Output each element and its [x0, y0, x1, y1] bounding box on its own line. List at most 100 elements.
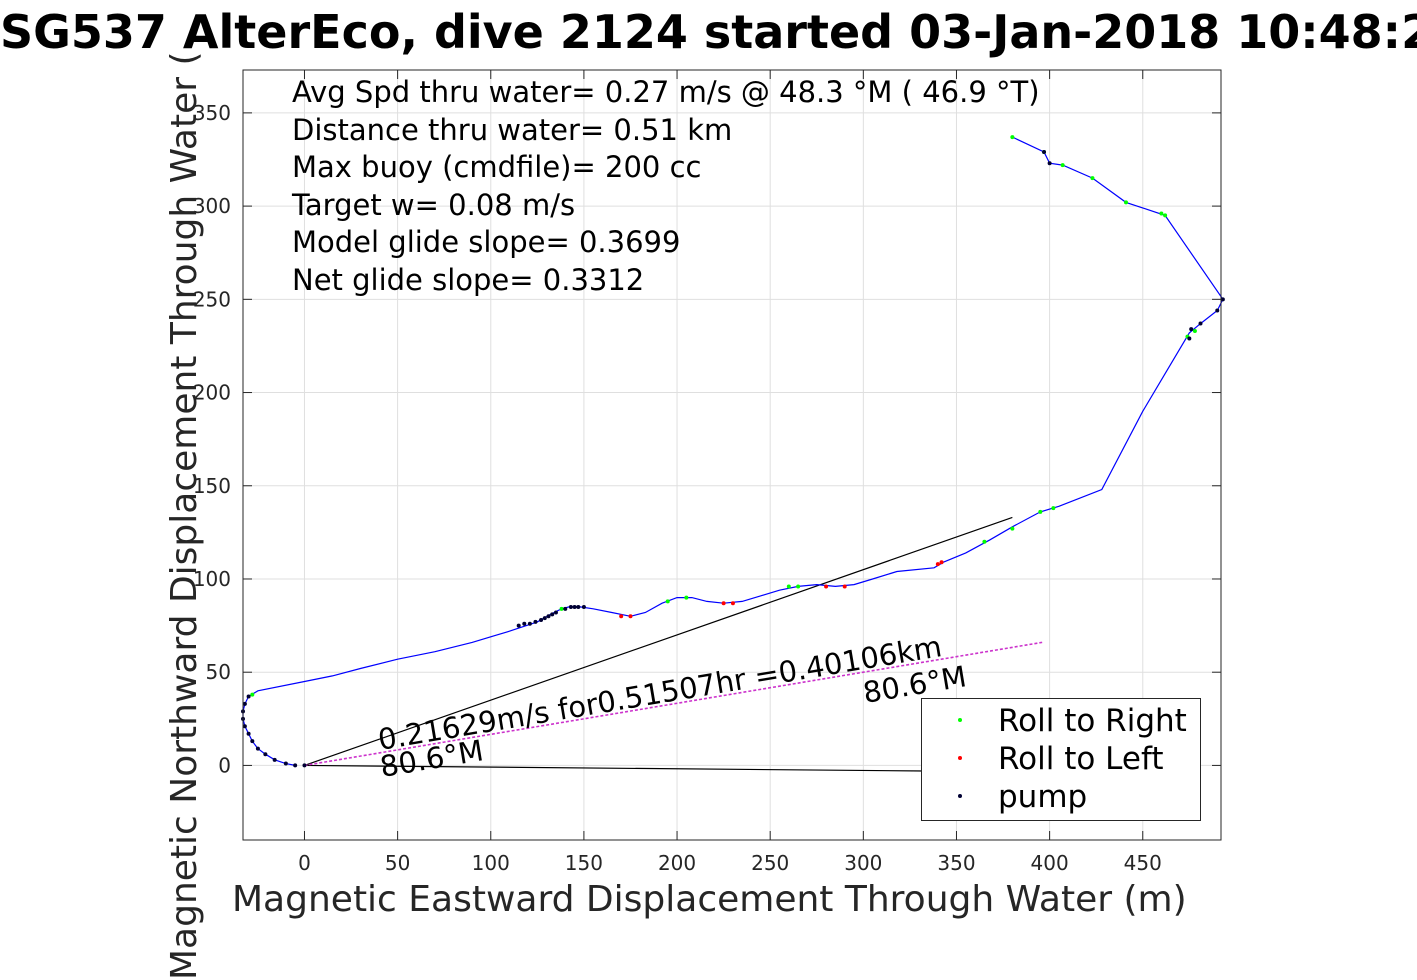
pump-point	[246, 694, 251, 699]
y-tick-label: 250	[193, 287, 231, 311]
roll-right-point	[1010, 526, 1015, 531]
axis-ticks: 0 50 100 150 200 250 300 350 400 450 0 50 100 150 200 2…	[193, 70, 1221, 875]
pump-point	[242, 701, 247, 706]
legend-item-roll-left: Roll to Left	[922, 740, 1200, 778]
pump-point	[563, 606, 568, 611]
roll-right-marker	[958, 718, 962, 722]
roll-right-point	[982, 539, 987, 544]
pump-point	[533, 619, 538, 624]
y-tick-label: 100	[193, 567, 231, 591]
pump-point	[250, 739, 255, 744]
pump-point	[1042, 150, 1047, 155]
roll-left-point	[935, 562, 940, 567]
roll-right-point	[1159, 211, 1164, 216]
x-tick-label: 0	[298, 851, 311, 875]
roll-right-point	[1038, 509, 1043, 514]
pump-point	[1198, 321, 1203, 326]
roll-right-point	[1051, 506, 1056, 511]
dive-statistics: Avg Spd thru water= 0.27 m/s @ 48.3 °M (…	[292, 74, 1040, 299]
pump-point	[568, 604, 573, 609]
legend: Roll to Right Roll to Left pump	[921, 698, 1201, 821]
y-tick-label: 200	[193, 381, 231, 405]
roll-right-point	[250, 692, 255, 697]
roll-right-point	[1123, 200, 1128, 205]
roll-right-point	[1163, 213, 1168, 218]
pump-point	[1220, 297, 1225, 302]
dive-track	[242, 136, 1224, 766]
y-tick-label: 0	[218, 753, 231, 777]
stat-net-glide: Net glide slope= 0.3312	[292, 262, 645, 297]
legend-item-roll-right: Roll to Right	[922, 702, 1200, 740]
pump-point	[246, 731, 251, 736]
roll-right-point	[1060, 163, 1065, 168]
stat-distance: Distance thru water= 0.51 km	[292, 112, 733, 147]
plot-canvas: 0 50 100 150 200 250 300 350 400 450 0 50 100 150 200 2…	[193, 69, 1225, 875]
x-tick-label: 200	[658, 851, 696, 875]
roll-left-point	[824, 584, 829, 589]
x-tick-label: 450	[1124, 851, 1162, 875]
x-axis-label: Magnetic Eastward Displacement Through W…	[232, 879, 1187, 920]
y-tick-label: 150	[193, 474, 231, 498]
legend-item-pump: pump	[922, 778, 1200, 816]
pump-marker	[958, 794, 962, 798]
pump-point	[283, 761, 288, 766]
y-tick-label: 350	[193, 101, 231, 125]
x-tick-label: 400	[1031, 851, 1069, 875]
roll-right-point	[1192, 329, 1197, 334]
pump-point	[550, 612, 555, 617]
grid-lines	[243, 70, 1221, 840]
y-tick-label: 300	[193, 194, 231, 218]
roll-left-marker	[958, 756, 962, 760]
pump-point	[516, 623, 521, 628]
roll-right-point	[796, 584, 801, 589]
track-markers	[241, 135, 1225, 768]
stat-target-w: Target w= 0.08 m/s	[292, 187, 576, 222]
roll-left-point	[939, 560, 944, 565]
pump-point	[272, 757, 277, 762]
roll-left-point	[619, 614, 624, 619]
roll-left-point	[721, 601, 726, 606]
stat-model-glide: Model glide slope= 0.3699	[292, 225, 681, 259]
legend-label: pump	[998, 779, 1088, 815]
pump-point	[539, 618, 544, 622]
roll-right-point	[684, 595, 689, 600]
pump-point	[542, 616, 547, 621]
x-tick-label: 250	[751, 851, 789, 875]
roll-right-point	[786, 584, 791, 589]
roll-left-point	[628, 614, 633, 619]
x-tick-label: 350	[937, 851, 975, 875]
pump-point	[553, 610, 558, 615]
roll-left-point	[730, 601, 735, 606]
pump-point	[293, 763, 298, 768]
x-tick-label: 50	[385, 851, 410, 875]
pump-point	[263, 752, 268, 757]
pump-point	[581, 604, 586, 609]
reference-line	[304, 764, 925, 772]
y-axis-label: Magnetic Northward Displacement Through …	[164, 51, 205, 980]
track-line	[242, 136, 1224, 766]
pump-point	[255, 746, 260, 751]
x-tick-label: 300	[844, 851, 882, 875]
pump-point	[302, 763, 307, 768]
pump-point	[572, 604, 577, 609]
x-tick-label: 100	[472, 851, 510, 875]
pump-point	[527, 621, 532, 626]
pump-point	[576, 604, 581, 609]
plot-frame	[242, 69, 1222, 841]
chart-title: SG537 AlterEco, dive 2124 started 03-Jan…	[0, 5, 1417, 59]
reference-line	[304, 516, 1013, 766]
x-tick-label: 150	[565, 851, 603, 875]
pump-point	[1189, 327, 1194, 332]
pump-point	[242, 724, 247, 729]
y-tick-label: 50	[206, 660, 231, 684]
pump-point	[1215, 308, 1220, 313]
roll-right-point	[665, 599, 670, 604]
legend-label: Roll to Left	[998, 741, 1164, 777]
legend-label: Roll to Right	[998, 703, 1187, 739]
roll-right-point	[1010, 135, 1015, 140]
pump-point	[522, 621, 527, 626]
stat-max-buoy: Max buoy (cmdfile)= 200 cc	[292, 150, 702, 184]
reference-lines	[304, 516, 1013, 772]
pump-point	[1047, 161, 1052, 166]
pump-point	[1187, 336, 1192, 341]
